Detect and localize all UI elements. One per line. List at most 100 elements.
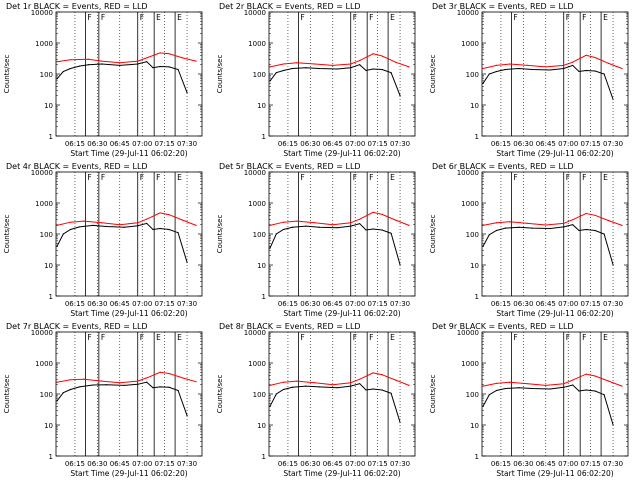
- data-point-events: [549, 227, 551, 230]
- data-point-lld: [572, 379, 574, 381]
- data-point-lld: [394, 379, 397, 381]
- data-point-lld: [181, 57, 184, 59]
- data-point-events: [482, 405, 484, 407]
- data-point-lld: [296, 62, 298, 64]
- data-point-lld: [296, 380, 298, 382]
- y-tick-label: 1000: [461, 200, 479, 208]
- data-point-lld: [314, 63, 316, 65]
- data-point-events: [137, 383, 139, 385]
- data-point-events: [92, 384, 94, 386]
- data-point-lld: [585, 212, 587, 215]
- y-tick-label: 100: [253, 71, 266, 79]
- data-point-events: [275, 72, 277, 74]
- data-point-lld: [545, 384, 547, 386]
- data-point-events: [269, 405, 271, 407]
- interval-marker-label: E: [390, 13, 395, 22]
- data-point-events: [612, 98, 614, 101]
- data-point-events: [291, 226, 294, 228]
- data-point-events: [504, 68, 507, 71]
- data-point-events: [359, 383, 361, 385]
- data-point-events: [123, 226, 125, 228]
- data-point-events: [62, 392, 64, 394]
- x-tick-label: 07:15: [368, 300, 388, 308]
- data-point-lld: [269, 384, 271, 386]
- x-tick-label: 07:15: [581, 460, 601, 468]
- data-point-lld: [56, 224, 58, 226]
- data-point-lld: [359, 60, 361, 62]
- data-point-events: [572, 64, 574, 66]
- data-point-lld: [332, 64, 334, 66]
- data-point-events: [146, 222, 148, 224]
- x-tick-label: 06:45: [110, 460, 130, 468]
- data-point-events: [350, 225, 352, 227]
- interval-marker-label: F: [353, 173, 357, 182]
- interval-marker-label: F: [353, 333, 357, 342]
- x-tick-label: 06:15: [65, 140, 85, 148]
- data-point-events: [318, 226, 320, 228]
- plot-title: Det 9r BLACK = Events, RED = LLD: [432, 322, 574, 331]
- x-axis-label: Start Time (29-Jul-11 06:02:20): [283, 469, 400, 478]
- data-point-events: [578, 390, 580, 392]
- data-point-lld: [350, 382, 352, 384]
- detector-plot-7: Det 7r BLACK = Events, RED = LLD 1 10 100 10…: [3, 322, 203, 478]
- data-point-lld: [594, 56, 596, 59]
- data-point-events: [585, 389, 587, 391]
- interval-marker-label: F: [513, 333, 517, 342]
- data-point-events: [390, 392, 392, 394]
- interval-marker-label: F: [87, 333, 91, 342]
- x-tick-label: 07:30: [177, 140, 197, 148]
- data-point-events: [186, 415, 188, 417]
- data-point-lld: [181, 219, 184, 221]
- interval-marker-label: F: [566, 333, 570, 342]
- y-axis-label: Counts/sec: [216, 375, 224, 414]
- x-tick-label: 07:30: [603, 300, 623, 308]
- x-tick-label: 07:00: [132, 460, 152, 468]
- data-point-events: [531, 387, 533, 390]
- x-tick-label: 06:30: [87, 300, 107, 308]
- x-tick-label: 07:00: [132, 140, 152, 148]
- detector-plot-6: Det 6r BLACK = Events, RED = LLD 1 10 100 10…: [429, 162, 629, 318]
- data-point-events: [612, 264, 614, 266]
- interval-marker-label: F: [101, 13, 105, 22]
- y-tick-label: 100: [40, 71, 53, 79]
- data-point-events: [549, 388, 551, 390]
- interval-marker-label: F: [582, 173, 586, 182]
- data-point-lld: [607, 220, 610, 222]
- data-point-events: [152, 387, 154, 389]
- data-point-events: [359, 64, 361, 66]
- x-axis-label: Start Time (29-Jul-11 06:02:20): [283, 309, 400, 318]
- data-point-events: [612, 424, 614, 426]
- data-point-events: [62, 233, 64, 235]
- series-line-events: [269, 383, 401, 423]
- data-point-events: [282, 228, 285, 231]
- data-point-lld: [563, 64, 565, 66]
- data-point-events: [177, 68, 179, 71]
- data-point-events: [585, 69, 587, 72]
- series-line-events: [482, 224, 614, 266]
- data-point-lld: [585, 373, 587, 375]
- data-point-events: [152, 228, 154, 231]
- data-point-events: [518, 387, 520, 389]
- y-tick-label: 10000: [244, 9, 266, 17]
- x-tick-label: 07:30: [603, 460, 623, 468]
- data-point-events: [146, 381, 148, 383]
- x-tick-label: 06:30: [87, 140, 107, 148]
- data-point-events: [269, 247, 271, 249]
- data-point-lld: [394, 61, 397, 63]
- y-tick-label: 1: [262, 293, 266, 301]
- data-point-lld: [119, 224, 121, 226]
- data-point-events: [282, 388, 285, 391]
- data-point-lld: [381, 213, 383, 215]
- data-point-events: [531, 227, 533, 229]
- data-point-lld: [101, 380, 103, 382]
- interval-marker-label: F: [156, 173, 160, 182]
- x-tick-label: 07:30: [177, 460, 197, 468]
- detector-plot-4: Det 4r BLACK = Events, RED = LLD 1 10 100 10…: [3, 162, 203, 318]
- y-axis-label: Counts/sec: [3, 215, 11, 254]
- data-point-lld: [195, 381, 197, 383]
- data-point-lld: [314, 222, 316, 224]
- data-point-lld: [168, 214, 170, 216]
- data-point-lld: [527, 222, 529, 224]
- y-axis-label: Counts/sec: [429, 215, 437, 254]
- data-point-events: [603, 394, 605, 396]
